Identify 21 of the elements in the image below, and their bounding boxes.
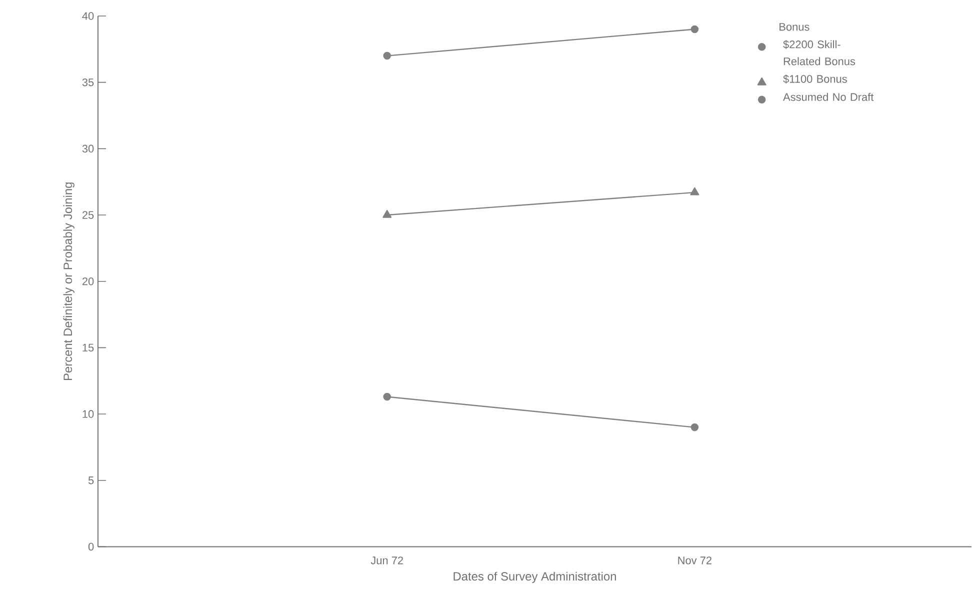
- x-tick-label: Jun 72: [370, 556, 403, 564]
- x-tick-label: Nov 72: [678, 556, 712, 564]
- y-tick-label: 30: [82, 144, 94, 153]
- legend-title: Bonus: [780, 23, 810, 31]
- y-tick-label: 5: [88, 476, 94, 484]
- point: [383, 393, 391, 401]
- y-tick-label: 35: [82, 78, 94, 86]
- point: [690, 424, 699, 432]
- x-axis-title: Dates of Survey Administration: [454, 572, 616, 584]
- y-tick-label: 40: [82, 12, 94, 20]
- y-axis-title: Percent Definitely or Probably Joining: [63, 182, 74, 380]
- legend-label: $2200 Skill-Related Bonus: [783, 40, 856, 66]
- legend-label: Assumed No Draft: [783, 93, 874, 102]
- y-tick-label: 10: [82, 410, 94, 418]
- y-tick-label: 15: [82, 344, 94, 352]
- point: [383, 52, 391, 60]
- point: [690, 26, 699, 34]
- legend-label: $1100 Bonus: [783, 74, 847, 84]
- y-tick-label: 20: [82, 278, 94, 286]
- y-tick-label: 25: [82, 211, 94, 220]
- y-tick-label: 0: [88, 542, 94, 551]
